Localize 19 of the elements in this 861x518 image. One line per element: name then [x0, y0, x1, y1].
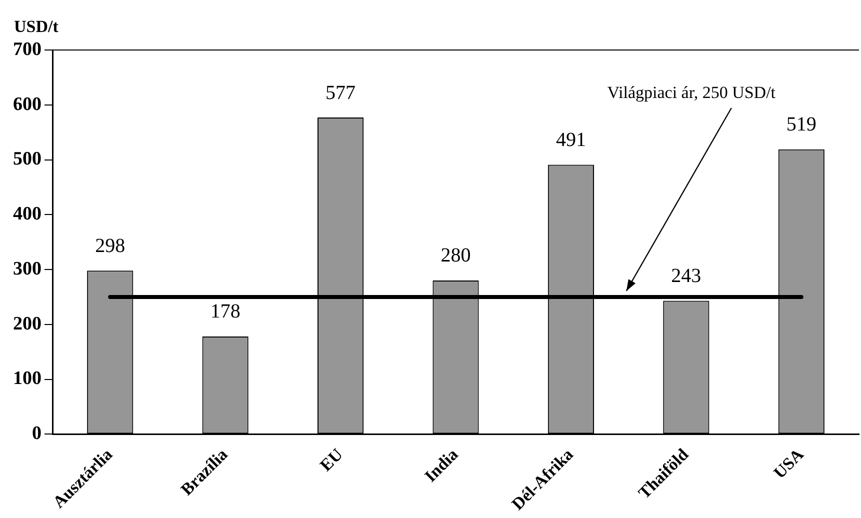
y-tick-label: 0	[32, 423, 42, 444]
data-label: 519	[786, 114, 816, 136]
y-axis-title: USD/t	[14, 17, 59, 36]
y-tick-label: 100	[13, 368, 42, 390]
y-tick-label: 400	[13, 204, 42, 225]
x-tick-label: USA	[770, 444, 808, 482]
data-label: 280	[440, 244, 471, 267]
data-label: 491	[556, 128, 586, 151]
x-tick-label: EU	[316, 444, 346, 476]
y-tick-label: 500	[13, 148, 42, 170]
y-tick-label: 600	[13, 94, 42, 115]
data-label: 243	[671, 265, 702, 288]
y-tick-label: 300	[13, 258, 42, 280]
data-label: 178	[210, 300, 240, 323]
y-tick-label: 200	[13, 313, 42, 334]
y-tick-label: 700	[13, 38, 42, 60]
data-label: 298	[95, 234, 126, 257]
data-label: 577	[326, 82, 356, 104]
ref-line-label: Világpiaci ár, 250 USD/t	[607, 82, 776, 102]
